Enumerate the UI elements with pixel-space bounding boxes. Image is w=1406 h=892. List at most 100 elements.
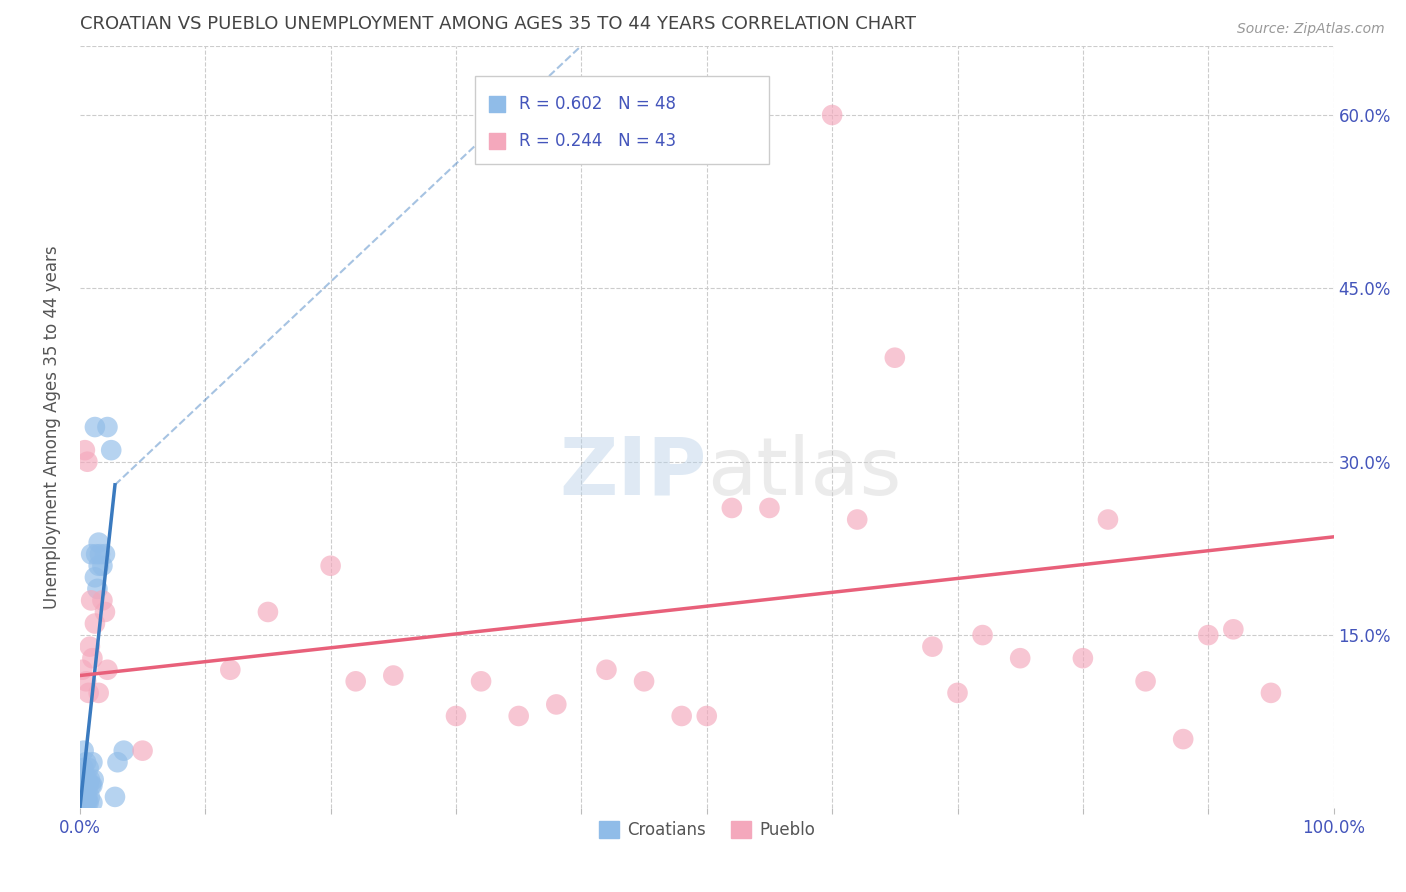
Point — [1173, 732, 1195, 747]
Point — [1222, 623, 1244, 637]
Point — [72, 796, 94, 810]
Point — [89, 547, 111, 561]
Point — [75, 796, 97, 810]
Point — [131, 744, 153, 758]
Point — [77, 686, 100, 700]
Point — [70, 778, 93, 792]
Point — [72, 789, 94, 804]
Point — [72, 778, 94, 792]
Point — [76, 796, 98, 810]
Point — [721, 500, 744, 515]
FancyBboxPatch shape — [475, 76, 769, 164]
Point — [72, 744, 94, 758]
Point — [107, 756, 129, 770]
Point — [1197, 628, 1219, 642]
Point — [104, 789, 127, 804]
Point — [86, 582, 108, 596]
Point — [84, 420, 107, 434]
Point — [1071, 651, 1094, 665]
Point — [79, 640, 101, 654]
Point — [100, 443, 122, 458]
Point — [96, 420, 118, 434]
Legend: Croatians, Pueblo: Croatians, Pueblo — [592, 814, 821, 846]
Point — [94, 547, 117, 561]
Point — [72, 766, 94, 780]
Point — [73, 778, 96, 792]
Point — [633, 674, 655, 689]
Point — [846, 512, 869, 526]
Point — [546, 698, 568, 712]
Point — [72, 796, 94, 810]
Point — [76, 455, 98, 469]
Point — [972, 628, 994, 642]
Point — [77, 796, 100, 810]
Point — [470, 674, 492, 689]
Point — [72, 784, 94, 798]
Point — [82, 651, 104, 665]
Point — [72, 663, 94, 677]
Point — [73, 796, 96, 810]
Point — [112, 744, 135, 758]
Point — [946, 686, 969, 700]
Point — [1260, 686, 1282, 700]
Y-axis label: Unemployment Among Ages 35 to 44 years: Unemployment Among Ages 35 to 44 years — [44, 245, 60, 609]
Point — [87, 535, 110, 549]
Point — [508, 709, 530, 723]
Point — [75, 778, 97, 792]
Point — [87, 686, 110, 700]
Point — [70, 789, 93, 804]
Point — [1097, 512, 1119, 526]
Point — [79, 772, 101, 787]
Point — [219, 663, 242, 677]
Point — [91, 593, 114, 607]
Point — [96, 663, 118, 677]
Point — [80, 593, 103, 607]
Point — [73, 443, 96, 458]
Point — [84, 570, 107, 584]
Point — [821, 108, 844, 122]
Point — [87, 558, 110, 573]
Point — [82, 778, 104, 792]
Point — [921, 640, 943, 654]
Point — [79, 789, 101, 804]
Point — [80, 547, 103, 561]
Point — [84, 616, 107, 631]
Point — [75, 789, 97, 804]
Point — [82, 796, 104, 810]
Point — [671, 709, 693, 723]
Text: Source: ZipAtlas.com: Source: ZipAtlas.com — [1237, 22, 1385, 37]
Point — [91, 558, 114, 573]
Text: ZIP: ZIP — [560, 434, 707, 512]
Point — [1010, 651, 1032, 665]
Point — [77, 761, 100, 775]
Point — [94, 605, 117, 619]
Point — [76, 789, 98, 804]
Point — [883, 351, 905, 365]
Point — [75, 674, 97, 689]
Point — [344, 674, 367, 689]
Text: CROATIAN VS PUEBLO UNEMPLOYMENT AMONG AGES 35 TO 44 YEARS CORRELATION CHART: CROATIAN VS PUEBLO UNEMPLOYMENT AMONG AG… — [80, 15, 915, 33]
Point — [73, 789, 96, 804]
Point — [82, 756, 104, 770]
Text: R = 0.244   N = 43: R = 0.244 N = 43 — [519, 132, 676, 150]
Point — [1135, 674, 1157, 689]
Point — [257, 605, 280, 619]
Point — [758, 500, 780, 515]
Point — [72, 789, 94, 804]
Point — [319, 558, 342, 573]
Text: atlas: atlas — [707, 434, 901, 512]
Point — [84, 547, 107, 561]
Point — [75, 756, 97, 770]
Text: R = 0.602   N = 48: R = 0.602 N = 48 — [519, 95, 676, 112]
Point — [595, 663, 617, 677]
Point — [77, 778, 100, 792]
Point — [76, 772, 98, 787]
Point — [696, 709, 718, 723]
Point — [80, 778, 103, 792]
Point — [72, 761, 94, 775]
Point — [73, 772, 96, 787]
Point — [444, 709, 467, 723]
Point — [70, 796, 93, 810]
Point — [382, 668, 405, 682]
Point — [83, 772, 105, 787]
